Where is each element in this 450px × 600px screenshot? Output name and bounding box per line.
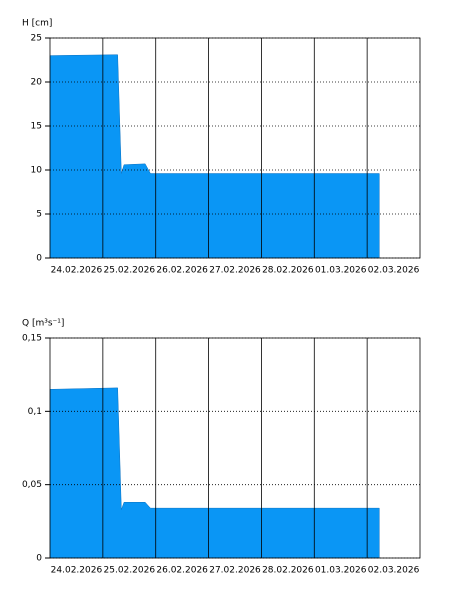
x-tick-label: 26.02.2026 (156, 266, 208, 276)
x-tick-label: 27.02.2026 (209, 266, 261, 276)
plot-frame (49, 337, 421, 559)
x-tick-label: 24.02.2026 (51, 266, 103, 276)
area (49, 54, 380, 259)
y-tick-label: 10 (31, 166, 43, 176)
y-tick-label: 5 (36, 210, 42, 220)
x-tick-label: 02.03.2026 (368, 266, 420, 276)
y-tick-label: 15 (31, 122, 42, 132)
y-tick-label: 0 (36, 254, 42, 264)
y-tick-label: 20 (31, 78, 43, 88)
y-axis-label: H [cm] (22, 19, 52, 29)
y-tick-label: 0,05 (22, 480, 42, 490)
x-tick-label: 26.02.2026 (156, 566, 208, 576)
y-tick-label: 25 (31, 34, 42, 44)
y-tick-label: 0,15 (22, 334, 42, 344)
y-tick-label: 0 (36, 554, 42, 564)
y-axis-label: Q [m³s⁻¹] (22, 319, 64, 329)
area (49, 387, 380, 559)
x-tick-label: 01.03.2026 (315, 566, 367, 576)
x-tick-label: 01.03.2026 (315, 266, 367, 276)
x-tick-label: 25.02.2026 (104, 266, 156, 276)
x-tick-label: 02.03.2026 (368, 566, 420, 576)
y-tick-label: 0,1 (28, 407, 42, 417)
x-tick-label: 28.02.2026 (262, 566, 314, 576)
x-tick-label: 28.02.2026 (262, 266, 314, 276)
x-tick-label: 25.02.2026 (104, 566, 156, 576)
x-tick-label: 24.02.2026 (51, 566, 103, 576)
plot-frame (49, 37, 421, 259)
x-tick-label: 27.02.2026 (209, 566, 261, 576)
